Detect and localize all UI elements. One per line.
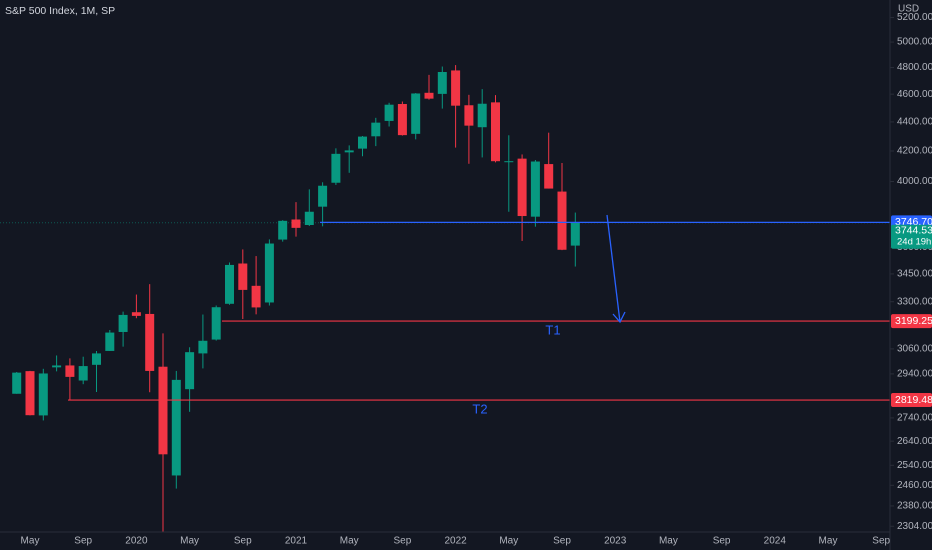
price-tag-label: 2819.48 xyxy=(895,394,932,406)
candle-body xyxy=(92,353,101,365)
y-tick-label: 2740.00 xyxy=(897,413,932,424)
candle-body xyxy=(318,185,328,207)
candle-body xyxy=(38,373,48,416)
x-tick-label: May xyxy=(499,536,518,547)
candle-body xyxy=(238,263,248,290)
candle-body xyxy=(105,332,115,351)
price-tag xyxy=(891,314,932,329)
candle-body xyxy=(158,366,168,455)
x-tick-label: May xyxy=(659,536,678,547)
candle-body xyxy=(491,102,500,162)
candle-body xyxy=(530,161,540,217)
candle-body xyxy=(78,366,88,381)
candle-body xyxy=(411,93,421,134)
x-tick-label: Sep xyxy=(713,536,731,547)
candle-body xyxy=(397,104,407,136)
x-tick-label: Sep xyxy=(394,536,412,547)
x-tick-label: 2020 xyxy=(125,536,148,547)
candle-body xyxy=(424,92,434,99)
price-tag xyxy=(891,393,932,408)
y-tick-label: 4400.00 xyxy=(897,117,932,128)
x-tick-label: May xyxy=(180,536,199,547)
y-tick-label: 4200.00 xyxy=(897,146,932,157)
candle-body xyxy=(118,314,128,332)
candle-body xyxy=(371,122,381,137)
x-tick-label: 2023 xyxy=(604,536,627,547)
y-tick-label: 3060.00 xyxy=(897,344,932,355)
candle-body xyxy=(264,243,274,303)
currency: USD xyxy=(898,4,919,15)
candle-body xyxy=(344,150,354,153)
candle-body xyxy=(384,104,394,121)
candle-body xyxy=(251,285,261,308)
candle-body xyxy=(570,222,580,246)
candle-body xyxy=(225,264,234,304)
plot-area xyxy=(0,65,890,532)
x-tick-label: Sep xyxy=(234,536,252,547)
y-tick-label: 2460.00 xyxy=(897,480,932,491)
candle-body xyxy=(12,372,22,394)
y-tick-label: 2540.00 xyxy=(897,460,932,471)
x-tick-label: 2024 xyxy=(764,536,787,547)
x-tick-label: May xyxy=(21,536,40,547)
candle-body xyxy=(52,365,62,368)
candle-body xyxy=(477,103,487,128)
candle-body xyxy=(291,219,301,228)
y-tick-label: 5000.00 xyxy=(897,37,932,48)
x-tick-label: Sep xyxy=(74,536,92,547)
candle-body xyxy=(211,307,221,340)
y-tick-label: 3450.00 xyxy=(897,269,932,280)
y-tick-label: 4600.00 xyxy=(897,89,932,100)
x-tick-label: May xyxy=(819,536,838,547)
price-tag-label: 3744.53 xyxy=(895,225,932,237)
x-tick-label: Sep xyxy=(553,536,571,547)
x-tick-label: 2021 xyxy=(285,536,308,547)
y-tick-label: 2304.00 xyxy=(897,521,932,532)
arrow xyxy=(606,214,626,324)
level-annotation: T2 xyxy=(472,401,487,416)
candle-body xyxy=(131,312,141,316)
y-tick-label: 2380.00 xyxy=(897,501,932,512)
y-tick-label: 5200.00 xyxy=(897,12,932,23)
candle-body xyxy=(145,313,155,371)
candle-body xyxy=(304,211,314,225)
candle-body xyxy=(65,365,75,377)
candle-body xyxy=(464,105,474,126)
candle-body xyxy=(171,379,181,476)
y-tick-label: 2640.00 xyxy=(897,436,932,447)
countdown: 24d 19h xyxy=(897,236,931,247)
price-tag xyxy=(891,224,932,249)
level-annotation: T1 xyxy=(545,323,560,338)
y-tick-label: 4000.00 xyxy=(897,176,932,187)
candle-body xyxy=(517,158,527,217)
y-tick-label: 2940.00 xyxy=(897,369,932,380)
candle-body xyxy=(451,70,461,106)
price-tag-label: 3199.25 xyxy=(895,315,932,327)
chart-title: S&P 500 Index, 1M, SP xyxy=(5,5,115,17)
candle-body xyxy=(544,164,554,189)
candle-body xyxy=(25,371,35,416)
y-tick-label: 3300.00 xyxy=(897,296,932,307)
candle-body xyxy=(278,220,288,240)
candle-body xyxy=(198,340,208,354)
candle-body xyxy=(504,161,514,163)
x-tick-label: 2022 xyxy=(444,536,467,547)
candle-body xyxy=(331,153,341,183)
candle-body xyxy=(358,136,367,149)
candle-body xyxy=(557,191,567,250)
x-tick-label: May xyxy=(340,536,359,547)
y-tick-label: 4800.00 xyxy=(897,62,932,73)
candle-body xyxy=(437,72,447,94)
x-tick-label: Sep xyxy=(872,536,890,547)
candle-body xyxy=(185,352,195,390)
